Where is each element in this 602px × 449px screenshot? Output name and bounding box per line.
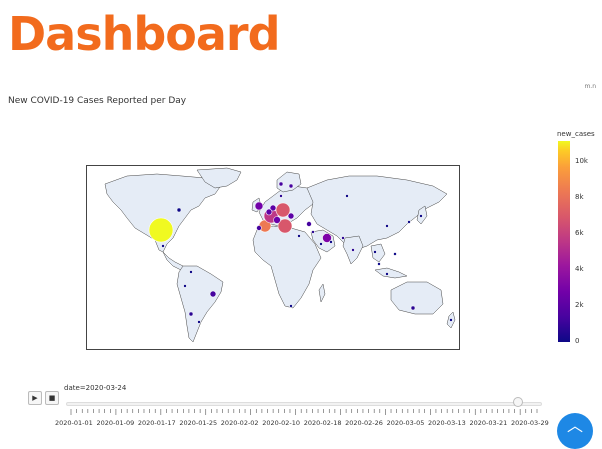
slider-date-label: 2020-03-13 [428, 419, 466, 427]
marker-austria[interactable] [287, 212, 295, 220]
world-map[interactable] [86, 165, 460, 350]
marker-south-africa[interactable] [289, 304, 293, 308]
marker-uk[interactable] [254, 201, 264, 211]
colorbar-tick: 8k [575, 193, 584, 201]
slider-date-label: 2020-02-02 [220, 419, 259, 427]
marker-pakistan[interactable] [341, 236, 345, 240]
marker-qatar[interactable] [329, 240, 333, 244]
marker-layer [148, 181, 453, 324]
marker-israel[interactable] [311, 230, 315, 234]
slider-date-label: 2020-01-17 [137, 419, 176, 427]
corner-text: m.n [584, 83, 596, 90]
colorbar [558, 141, 570, 342]
colorbar-tick: 4k [575, 265, 584, 273]
slider-handle[interactable] [513, 397, 524, 407]
marker-colombia[interactable] [189, 270, 193, 274]
marker-argentina[interactable] [197, 320, 201, 324]
marker-saudi-arabia[interactable] [319, 242, 323, 246]
stop-button[interactable]: ■ [45, 391, 59, 405]
date-slider[interactable] [66, 402, 542, 406]
marker-usa[interactable] [148, 217, 174, 243]
colorbar-title: new_cases [557, 130, 595, 138]
marker-new-zealand[interactable] [449, 318, 453, 322]
marker-iran[interactable] [322, 233, 332, 243]
marker-canada[interactable] [176, 207, 182, 213]
marker-brazil[interactable] [209, 290, 217, 298]
slider-date-label: 2020-03-29 [510, 419, 549, 427]
slider-current-value: date=2020-03-24 [64, 384, 127, 392]
slider-date-label: 2020-02-18 [303, 419, 342, 427]
slider-date-label: 2020-02-26 [345, 419, 383, 427]
marker-peru[interactable] [183, 284, 187, 288]
marker-china[interactable] [385, 224, 389, 228]
slider-date-label: 2020-01-25 [179, 419, 218, 427]
slider-date-label: 2020-01-01 [55, 419, 93, 427]
marker-philippines[interactable] [393, 252, 397, 256]
marker-portugal[interactable] [256, 225, 262, 231]
scroll-top-button[interactable]: ︿ [557, 413, 593, 449]
play-button[interactable]: ▶ [28, 391, 42, 405]
marker-chile[interactable] [188, 311, 194, 317]
marker-switzerland[interactable] [273, 216, 281, 224]
colorbar-tick: 0 [575, 337, 580, 345]
marker-thailand[interactable] [373, 250, 377, 254]
chevron-up-icon: ︿ [566, 416, 583, 435]
marker-belgium[interactable] [265, 208, 273, 216]
slider-date-label: 2020-03-05 [386, 419, 425, 427]
stop-icon: ■ [48, 394, 56, 402]
plot-title: New COVID-19 Cases Reported per Day [8, 96, 187, 106]
marker-denmark[interactable] [279, 194, 283, 198]
marker-australia[interactable] [410, 305, 416, 311]
marker-indonesia[interactable] [385, 272, 389, 276]
marker-korea[interactable] [407, 220, 411, 224]
slider-date-label: 2020-02-10 [262, 419, 301, 427]
marker-norway[interactable] [278, 181, 284, 187]
colorbar-tick: 6k [575, 229, 584, 237]
play-icon: ▶ [32, 394, 38, 402]
marker-japan[interactable] [419, 214, 423, 218]
page-title: Dashboard [8, 7, 281, 61]
colorbar-tick: 2k [575, 301, 584, 309]
marker-malaysia[interactable] [377, 262, 381, 266]
slider-date-label: 2020-01-09 [96, 419, 135, 427]
marker-mexico[interactable] [161, 244, 165, 248]
marker-egypt[interactable] [297, 234, 301, 238]
marker-turkey[interactable] [306, 221, 312, 227]
marker-italy[interactable] [277, 218, 293, 234]
slider-ticks [70, 409, 538, 415]
marker-germany[interactable] [275, 202, 291, 218]
colorbar-tick: 10k [575, 157, 588, 165]
marker-russia[interactable] [345, 194, 349, 198]
world-map-svg [87, 166, 459, 349]
marker-india[interactable] [351, 248, 355, 252]
slider-date-label: 2020-03-21 [469, 419, 508, 427]
marker-sweden[interactable] [288, 183, 294, 189]
marker-netherlands[interactable] [269, 204, 277, 212]
